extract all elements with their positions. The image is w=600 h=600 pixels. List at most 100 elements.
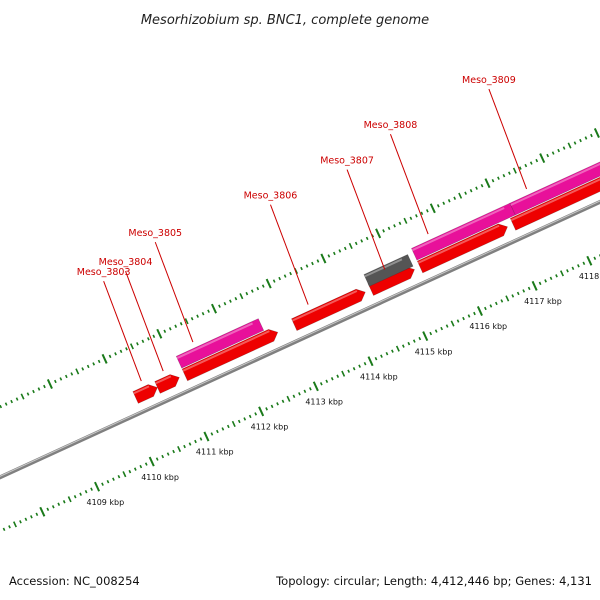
gene-label: Meso_3809: [462, 75, 516, 86]
gene-arrow[interactable]: [363, 254, 414, 287]
scale-tick: [133, 467, 137, 471]
gene-sheen: [364, 258, 403, 278]
outer-tick: [484, 178, 491, 189]
gene-label: Meso_3808: [364, 120, 418, 131]
scale-tick: [582, 261, 586, 265]
scale-tick: [8, 525, 11, 529]
outer-tick-track: [0, 128, 600, 409]
gene-label-leader: [488, 88, 528, 190]
scale-tick: [571, 266, 575, 271]
scale-tick-label: 4111 kbp: [196, 448, 234, 457]
outer-tick: [147, 337, 150, 341]
gene-arrow[interactable]: [509, 133, 600, 216]
scale-tick: [139, 464, 143, 469]
backbone-line: [0, 199, 600, 480]
scale-tick: [358, 364, 361, 368]
scale-tick-label: 4115 kbp: [415, 347, 453, 356]
scale-tick: [90, 487, 93, 491]
outer-tick: [502, 173, 506, 178]
outer-tick: [475, 186, 478, 190]
gene-arrow[interactable]: [132, 384, 158, 404]
gene-arrow[interactable]: [416, 223, 508, 274]
outer-tick: [59, 377, 63, 381]
scale-tick: [429, 331, 433, 336]
outer-tick: [436, 204, 440, 208]
accession-label: Accession: NC_008254: [9, 574, 140, 588]
outer-tick: [403, 217, 408, 224]
scale-tick-track: [2, 254, 600, 532]
scale-tick: [166, 452, 170, 456]
outer-tick: [338, 249, 342, 253]
outer-tick: [508, 171, 511, 175]
scale-tick: [270, 404, 274, 409]
scale-tick: [505, 295, 510, 302]
gene-sheen: [176, 322, 253, 359]
outer-tick: [360, 239, 364, 243]
outer-tick: [81, 367, 85, 371]
outer-tick: [201, 312, 205, 316]
scale-tick: [303, 389, 307, 394]
outer-tick: [567, 142, 572, 149]
gene-sheen: [182, 330, 270, 372]
gene-arrow[interactable]: [154, 374, 180, 394]
gene-label: Meso_3807: [320, 156, 374, 167]
outer-tick: [168, 327, 172, 331]
scale-tick: [237, 419, 241, 424]
scale-tick: [188, 442, 192, 446]
scale-tick: [30, 515, 33, 519]
outer-tick: [211, 303, 218, 314]
outer-tick: [393, 224, 396, 228]
outer-tick: [119, 349, 123, 354]
scale-tick: [144, 462, 148, 466]
scale-tick: [281, 399, 285, 404]
outer-tick: [20, 393, 25, 400]
scale-tick: [39, 506, 46, 517]
scale-label-group: 4109 kbp 4110 kbp 4111 kbp 4112 kbp 4113 kbp…: [87, 272, 600, 507]
gene-arrow[interactable]: [291, 288, 366, 332]
outer-tick: [190, 317, 194, 321]
outer-tick: [354, 241, 358, 246]
gene-arrow[interactable]: [509, 149, 600, 231]
outer-tick: [265, 278, 272, 289]
scale-tick: [51, 505, 55, 509]
scale-tick: [79, 492, 82, 496]
outer-tick: [409, 216, 413, 221]
scale-tick: [473, 311, 476, 316]
outer-tick: [125, 347, 128, 351]
outer-tick: [218, 304, 221, 308]
scale-tick: [155, 457, 159, 461]
outer-tick: [207, 309, 210, 313]
outer-tick: [64, 374, 68, 379]
scale-tick: [309, 387, 312, 391]
gene-label: Meso_3804: [99, 257, 153, 268]
outer-tick: [245, 291, 249, 296]
outer-tick: [108, 354, 112, 359]
gene-label-leader: [270, 204, 309, 305]
outer-tick: [43, 384, 46, 389]
scale-tick: [117, 474, 121, 479]
scale-tick: [367, 356, 374, 367]
scale-tick: [254, 412, 258, 416]
outer-tick: [398, 221, 402, 226]
outer-tick: [174, 324, 178, 328]
map-title: Mesorhizobium sp. BNC1, complete genome: [141, 13, 429, 28]
scale-tick: [216, 429, 219, 434]
scale-tick: [385, 351, 389, 356]
scale-tick-label: 4112 kbp: [251, 423, 289, 432]
scale-tick: [402, 344, 405, 348]
gene-label-leader: [125, 270, 164, 372]
gene-arrow[interactable]: [181, 329, 279, 382]
outer-tick: [234, 296, 238, 301]
outer-tick: [447, 199, 451, 203]
outer-tick: [535, 158, 539, 163]
outer-tick: [497, 176, 500, 180]
outer-tick: [156, 328, 163, 339]
outer-tick: [272, 279, 276, 283]
scale-tick: [13, 521, 17, 528]
outer-tick: [223, 301, 227, 306]
scale-tick: [434, 329, 438, 333]
scale-tick: [467, 314, 471, 318]
gene-arrow[interactable]: [175, 318, 265, 369]
outer-tick: [458, 192, 463, 199]
